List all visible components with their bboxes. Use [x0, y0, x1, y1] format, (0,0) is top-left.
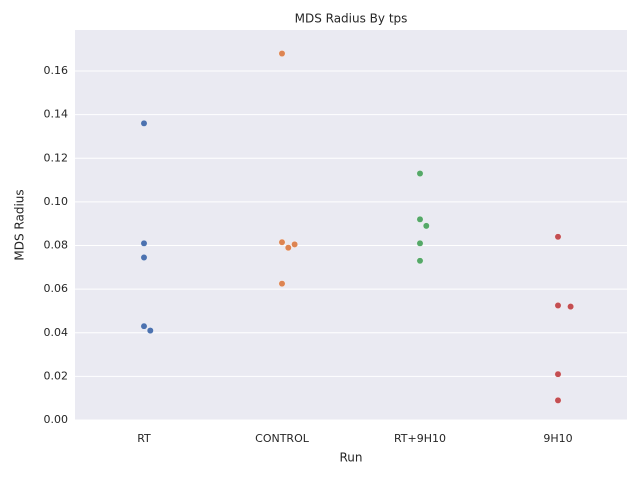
data-point — [416, 170, 424, 177]
y-tick-label: 0.12 — [44, 151, 69, 164]
y-tick-label: 0.04 — [44, 326, 69, 339]
plot-area — [75, 30, 627, 420]
data-point — [554, 233, 562, 241]
data-point — [554, 396, 562, 404]
data-point — [284, 244, 292, 252]
x-tick-label: CONTROL — [255, 432, 310, 445]
data-point — [567, 303, 574, 310]
data-point — [146, 327, 154, 334]
data-point — [140, 322, 148, 330]
x-tick-label: RT — [137, 432, 151, 445]
data-point — [140, 239, 148, 247]
data-point — [554, 302, 562, 309]
data-point — [278, 50, 286, 57]
data-point — [416, 257, 424, 265]
data-point — [278, 238, 286, 246]
data-point — [140, 254, 148, 261]
y-tick-label: 0.10 — [44, 195, 69, 208]
y-tick-label: 0.06 — [44, 282, 69, 295]
data-point — [140, 119, 148, 127]
data-point — [554, 370, 562, 378]
chart-title: MDS Radius By tps — [295, 12, 408, 26]
data-point — [422, 222, 430, 230]
y-tick-label: 0.08 — [44, 239, 69, 252]
y-tick-label: 0.16 — [44, 64, 69, 77]
data-point — [416, 215, 424, 223]
y-tick-label: 0.02 — [44, 369, 69, 382]
x-axis-label: Run — [339, 451, 362, 465]
x-tick-label: 9H10 — [543, 432, 572, 445]
y-tick-label: 0.14 — [44, 108, 69, 121]
data-point — [291, 241, 298, 248]
y-axis-label: MDS Radius — [13, 189, 27, 260]
x-tick-label: RT+9H10 — [394, 432, 446, 445]
data-point — [278, 280, 286, 288]
y-tick-label: 0.00 — [44, 413, 69, 426]
data-point — [416, 239, 424, 247]
